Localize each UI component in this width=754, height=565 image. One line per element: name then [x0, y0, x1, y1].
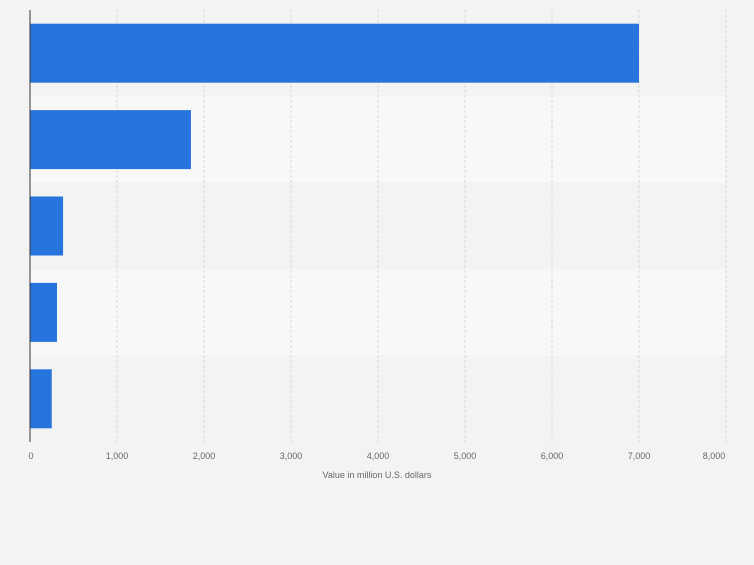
- x-tick-label: 2,000: [193, 451, 216, 461]
- x-tick-label: 0: [28, 451, 33, 461]
- bar[interactable]: [30, 196, 64, 256]
- x-tick-labels: 0 1,000 2,000 3,000 4,000 5,000 6,000 7,000 8,00…: [28, 451, 725, 461]
- x-axis-label: Value in million U.S. dollars: [323, 470, 432, 480]
- x-tick-label: 8,000: [703, 451, 726, 461]
- x-tick-label: 6,000: [541, 451, 564, 461]
- x-tick-label: 4,000: [367, 451, 390, 461]
- x-tick-label: 7,000: [628, 451, 651, 461]
- bar[interactable]: [30, 282, 57, 342]
- bar[interactable]: [30, 23, 639, 83]
- row-band: [30, 355, 726, 442]
- x-tick-label: 5,000: [454, 451, 477, 461]
- bar[interactable]: [30, 110, 191, 170]
- bar[interactable]: [30, 369, 52, 429]
- bars: [30, 23, 639, 429]
- x-tick-label: 1,000: [106, 451, 129, 461]
- x-tick-label: 3,000: [280, 451, 303, 461]
